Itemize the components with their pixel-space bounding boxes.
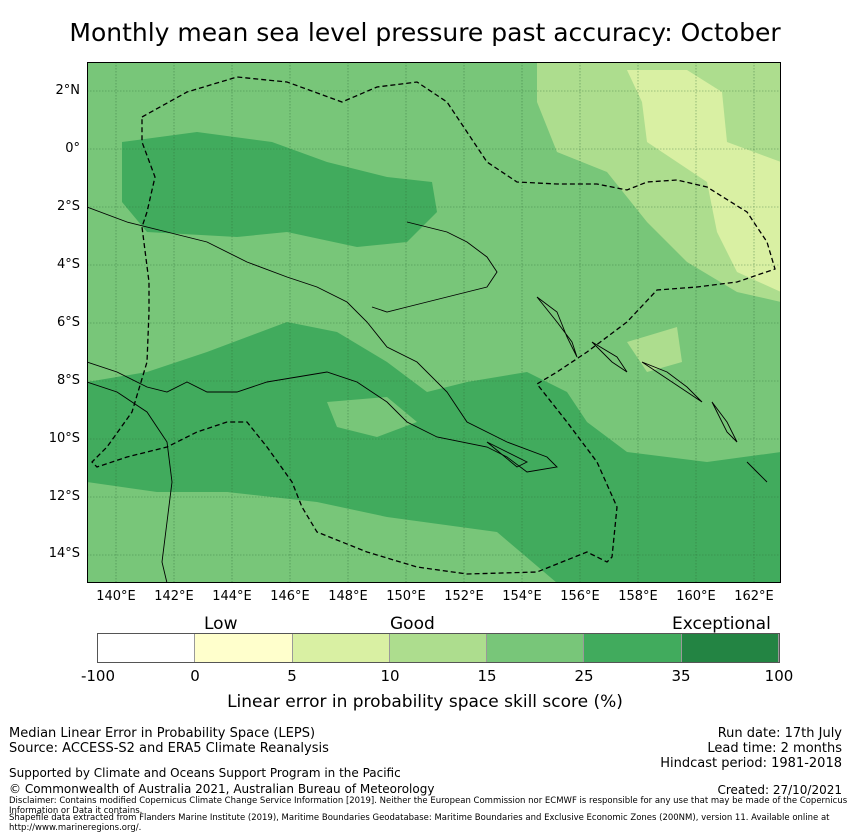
legend-band-good: Good: [390, 614, 435, 634]
lon-label: 160°E: [676, 589, 716, 604]
chart-title: Monthly mean sea level pressure past acc…: [69, 18, 781, 47]
lon-label: 150°E: [386, 589, 426, 604]
map-region-good-solomon: [627, 327, 682, 372]
map-region-very-good-patch-2: [147, 317, 267, 347]
colorbar-caption: Linear error in probability space skill …: [227, 692, 623, 712]
eez-boundary: [91, 76, 776, 575]
colorbar-tick: 10: [380, 667, 400, 685]
map-region-exceptional-north: [122, 132, 437, 247]
lat-label: 6°S: [56, 315, 80, 330]
lon-label: 142°E: [154, 589, 194, 604]
skill-map: [87, 62, 781, 583]
map-region-exceptional-south: [87, 322, 781, 583]
lon-label: 156°E: [560, 589, 600, 604]
map-frame: [87, 62, 781, 583]
lat-label: 14°S: [48, 546, 80, 561]
footer-support: Supported by Climate and Oceans Support …: [9, 766, 401, 780]
colorbar-segment: [292, 634, 390, 662]
lon-label: 162°E: [734, 589, 774, 604]
colorbar-segment: [389, 634, 488, 662]
lat-label: 2°N: [55, 83, 81, 98]
legend-band-low: Low: [204, 614, 238, 634]
footer-copyright: © Commonwealth of Australia 2021, Austra…: [9, 782, 435, 796]
lon-label: 140°E: [96, 589, 136, 604]
colorbar-tick: 0: [190, 667, 200, 685]
lon-label: 146°E: [270, 589, 310, 604]
colorbar-tick: 25: [574, 667, 594, 685]
lat-label: 0°: [65, 141, 80, 156]
colorbar-tick: 35: [671, 667, 691, 685]
lon-label: 154°E: [502, 589, 542, 604]
map-region-very-good-patch: [327, 397, 417, 437]
colorbar-tick: 100: [764, 667, 794, 685]
footer-disclaimer: Disclaimer: Contains modified Copernicus…: [9, 796, 848, 816]
lat-label: 12°S: [48, 489, 80, 504]
footer-created: Created: 27/10/2021: [717, 783, 842, 797]
map-svg: [87, 62, 781, 583]
colorbar-segment: [98, 634, 196, 662]
lat-label: 10°S: [48, 431, 80, 446]
colorbar-segment: [584, 634, 682, 662]
lat-label: 4°S: [56, 257, 80, 272]
colorbar-segment: [681, 634, 779, 662]
lon-label: 148°E: [328, 589, 368, 604]
colorbar-segment: [195, 634, 293, 662]
coastlines: [87, 206, 768, 583]
lat-label: 8°S: [56, 373, 80, 388]
colorbar-tick: 15: [477, 667, 497, 685]
colorbar-tick: -100: [80, 667, 116, 685]
footer-run-date: Run date: 17th July: [717, 726, 842, 741]
footer-lead-time: Lead time: 2 months: [707, 741, 842, 756]
map-region-fair-northeast: [627, 70, 781, 292]
footer-source: Source: ACCESS-S2 and ERA5 Climate Reana…: [9, 741, 329, 756]
lon-label: 152°E: [444, 589, 484, 604]
map-region-very-good-south: [87, 492, 537, 583]
footer-shapefile: Shapefile data extracted from Flanders M…: [9, 813, 830, 833]
colorbar: [97, 633, 780, 663]
lat-label: 2°S: [56, 199, 80, 214]
footer-method: Median Linear Error in Probability Space…: [9, 726, 316, 741]
footer-hindcast-period: Hindcast period: 1981-2018: [660, 756, 842, 771]
lon-label: 144°E: [212, 589, 252, 604]
colorbar-tick: 5: [287, 667, 297, 685]
legend-band-exceptional: Exceptional: [672, 614, 771, 634]
colorbar-segment: [487, 634, 585, 662]
lon-label: 158°E: [618, 589, 658, 604]
